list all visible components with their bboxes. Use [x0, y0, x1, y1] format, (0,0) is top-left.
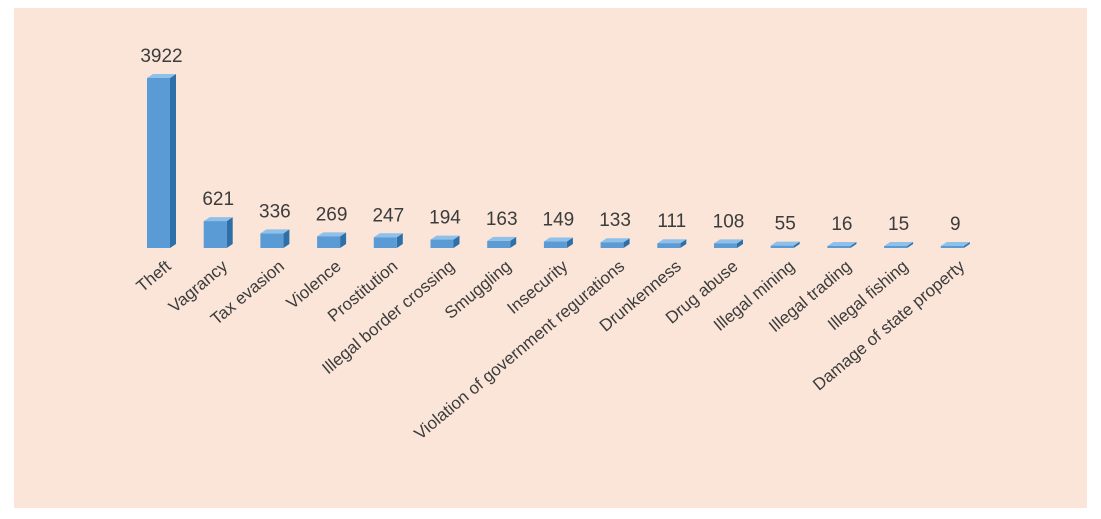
- bar-12: [770, 241, 800, 248]
- data-label-5: 247: [372, 205, 404, 226]
- data-label-11: 108: [713, 211, 745, 232]
- data-label-10: 111: [657, 211, 686, 232]
- data-label-1: 3922: [140, 46, 182, 67]
- category-label-9: Violation of government regurations: [411, 257, 629, 444]
- bar-4: [317, 232, 347, 248]
- bar-3: [260, 229, 290, 248]
- category-label-1: Theft: [133, 256, 175, 296]
- bar-2: [203, 217, 233, 248]
- data-label-14: 15: [888, 214, 909, 235]
- bar-5: [373, 233, 403, 248]
- data-label-4: 269: [316, 204, 348, 225]
- data-label-12: 55: [775, 214, 796, 235]
- bar-9: [600, 238, 630, 248]
- data-label-8: 149: [543, 210, 575, 231]
- data-label-6: 194: [429, 208, 461, 229]
- bar-15: [940, 242, 970, 248]
- data-label-2: 621: [202, 189, 234, 210]
- bar-10: [657, 239, 687, 248]
- bar-7: [487, 236, 517, 248]
- bar-13: [827, 242, 857, 248]
- data-label-9: 133: [599, 210, 631, 231]
- data-label-15: 9: [950, 214, 961, 235]
- bar-1: [147, 74, 176, 248]
- data-label-7: 163: [486, 209, 518, 230]
- data-label-13: 16: [831, 214, 852, 235]
- bar-6: [430, 235, 460, 248]
- chart-panel: [14, 8, 1087, 508]
- bar-11: [714, 239, 743, 248]
- bar-8: [543, 237, 573, 248]
- bar-14: [884, 242, 914, 248]
- data-label-3: 336: [259, 201, 291, 222]
